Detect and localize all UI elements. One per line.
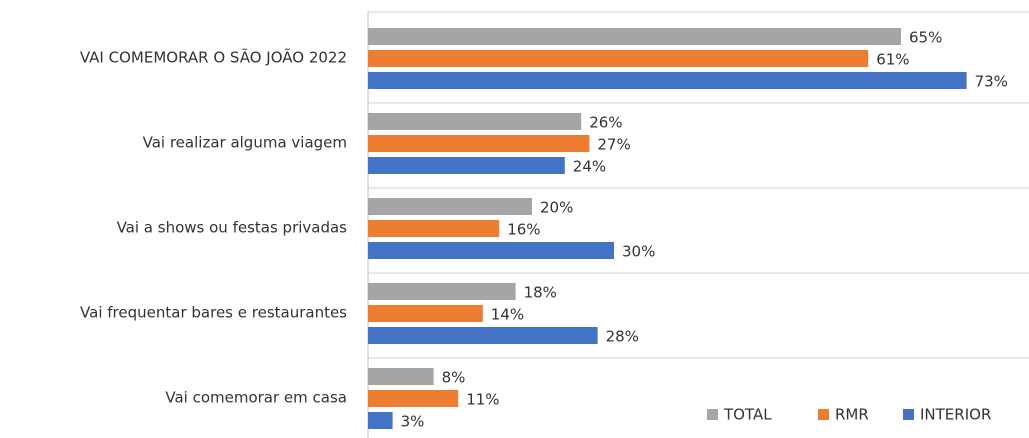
bar — [368, 113, 582, 130]
bar — [368, 305, 483, 322]
value-label: 16% — [507, 221, 540, 239]
value-label: 27% — [597, 136, 630, 154]
category-label: VAI COMEMORAR O SÃO JOÃO 2022 — [80, 48, 347, 67]
category-label: Vai comemorar em casa — [165, 389, 347, 407]
value-label: 65% — [909, 29, 942, 47]
bar — [368, 412, 393, 429]
legend-swatch — [903, 409, 914, 420]
bar — [368, 327, 598, 344]
value-label: 18% — [524, 284, 557, 302]
bar — [368, 220, 500, 237]
value-label: 61% — [876, 51, 909, 69]
bar — [368, 50, 869, 67]
legend-label: TOTAL — [723, 406, 772, 424]
legend-label: INTERIOR — [920, 406, 991, 424]
value-label: 20% — [540, 199, 573, 217]
category-label: Vai frequentar bares e restaurantes — [80, 304, 347, 322]
legend-swatch — [707, 409, 718, 420]
legend-swatch — [818, 409, 829, 420]
value-label: 3% — [401, 413, 425, 431]
bar — [368, 72, 967, 89]
value-label: 11% — [466, 391, 499, 409]
category-label: Vai a shows ou festas privadas — [117, 219, 348, 237]
category-label: Vai realizar alguma viagem — [143, 134, 347, 152]
bar — [368, 157, 565, 174]
value-label: 28% — [606, 328, 639, 346]
bar — [368, 390, 459, 407]
value-label: 30% — [622, 243, 655, 261]
bar — [368, 242, 614, 259]
bar — [368, 28, 901, 45]
bar — [368, 198, 532, 215]
value-label: 8% — [442, 369, 466, 387]
bar — [368, 135, 590, 152]
value-label: 73% — [975, 73, 1008, 91]
value-label: 14% — [491, 306, 524, 324]
bar — [368, 368, 434, 385]
bar — [368, 283, 516, 300]
value-label: 24% — [573, 158, 606, 176]
legend-label: RMR — [835, 406, 869, 424]
value-label: 26% — [589, 114, 622, 132]
